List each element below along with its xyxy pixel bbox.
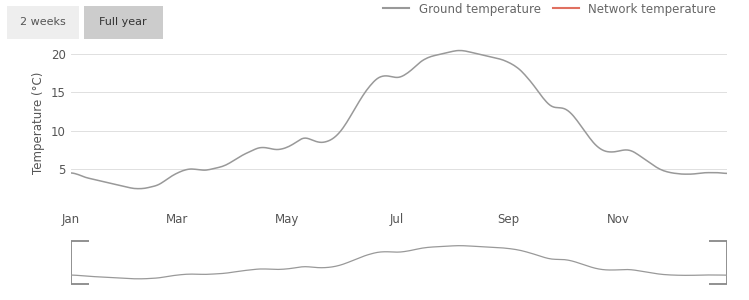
FancyBboxPatch shape — [3, 5, 83, 40]
Y-axis label: Temperature (°C): Temperature (°C) — [32, 72, 45, 174]
FancyBboxPatch shape — [79, 5, 167, 40]
Text: Full year: Full year — [100, 17, 147, 27]
Legend: Ground temperature, Network temperature: Ground temperature, Network temperature — [379, 0, 721, 20]
Text: 2 weeks: 2 weeks — [20, 17, 66, 27]
